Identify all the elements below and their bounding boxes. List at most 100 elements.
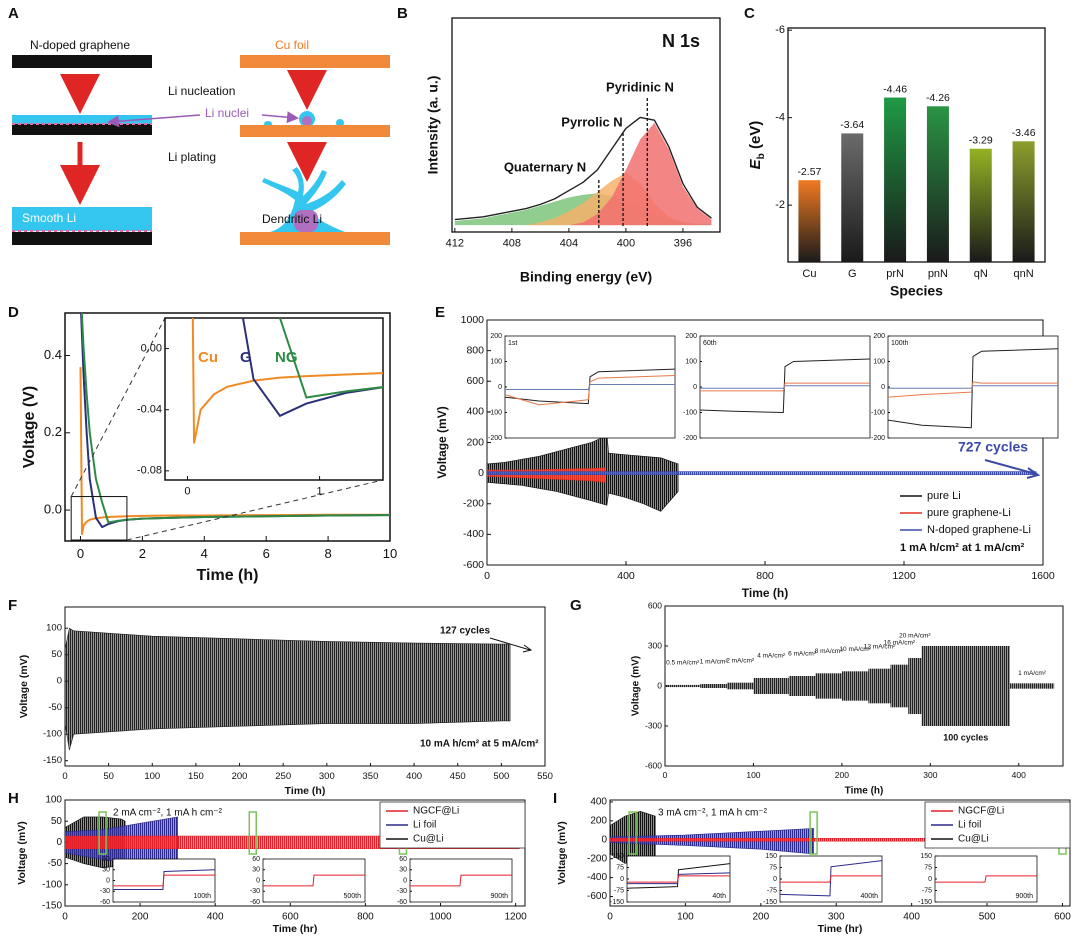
y-tick-label: 0 bbox=[881, 384, 885, 391]
y-tick-label: -100 bbox=[43, 729, 62, 740]
y-tick-label: 150 bbox=[765, 853, 777, 860]
y-tick-label: 0 bbox=[256, 877, 260, 884]
series-line bbox=[888, 385, 1058, 389]
x-tick-label: 200 bbox=[232, 771, 248, 782]
x-axis-label: Time (hr) bbox=[818, 923, 863, 935]
x-tick-label: 300 bbox=[319, 771, 335, 782]
y-tick-label: 60 bbox=[102, 856, 110, 863]
x-tick-label: 1600 bbox=[1031, 570, 1055, 582]
right-result: Dendritic Li bbox=[262, 212, 322, 226]
legend-label: Li foil bbox=[958, 820, 981, 831]
peak-label: Pyrrolic N bbox=[561, 114, 622, 129]
cu-foil bbox=[240, 232, 390, 245]
cycling-block bbox=[753, 678, 789, 694]
inset-label: 400th bbox=[860, 893, 878, 900]
inset-label: 900th bbox=[490, 893, 508, 900]
chart-title: 3 mA cm⁻², 1 mA h cm⁻² bbox=[658, 808, 768, 819]
legend-label: Li foil bbox=[413, 820, 436, 831]
inset-label: 500th bbox=[343, 893, 361, 900]
x-tick-label: 600 bbox=[282, 912, 299, 923]
step-label: Li plating bbox=[168, 150, 216, 164]
series-line bbox=[935, 875, 1037, 883]
y-tick-label: 30 bbox=[399, 867, 407, 874]
stage-label: 0.5 mA/cm² bbox=[666, 660, 700, 667]
left-result: Smooth Li bbox=[22, 211, 76, 225]
plot-area bbox=[665, 646, 1055, 726]
x-tick-label: 0 bbox=[77, 546, 84, 561]
series-line bbox=[454, 116, 712, 221]
y-axis-label: Voltage (V) bbox=[21, 386, 38, 468]
y-tick-label: 1000 bbox=[461, 314, 485, 326]
x-tick-label: 150 bbox=[188, 771, 204, 782]
cycling-block bbox=[908, 658, 922, 714]
value-label: -3.46 bbox=[1012, 127, 1036, 139]
x-axis-label: Species bbox=[890, 283, 943, 299]
plot-frame bbox=[787, 27, 1046, 263]
y-tick-label: 0 bbox=[106, 877, 110, 884]
panel-a: A N-doped graphene Smooth Li Li nucleati… bbox=[8, 5, 390, 245]
voltage-band bbox=[65, 627, 511, 751]
pointer bbox=[107, 114, 201, 128]
x-tick-label: prN bbox=[886, 268, 904, 280]
y-tick-label: 0.2 bbox=[44, 424, 62, 439]
y-tick-label: -60 bbox=[397, 899, 407, 906]
plot-frame bbox=[164, 317, 384, 481]
cycling-block bbox=[1009, 683, 1055, 689]
left-title: N-doped graphene bbox=[30, 38, 130, 52]
y-tick-label: 150 bbox=[612, 853, 624, 860]
cycling-block bbox=[921, 646, 1010, 726]
cycling-block bbox=[868, 668, 891, 704]
series-line bbox=[627, 875, 730, 883]
y-axis-label: Voltage (mV) bbox=[631, 656, 642, 716]
y-tick-label: -0.04 bbox=[137, 404, 162, 416]
annotation: 1 mA h/cm² at 1 mA/cm² bbox=[900, 542, 1025, 554]
x-tick-label: 300 bbox=[923, 770, 937, 780]
y-tick-label: -150 bbox=[43, 755, 62, 766]
annotation-arrow bbox=[489, 637, 533, 653]
inset-plot bbox=[410, 874, 512, 887]
y-tick-label: 50 bbox=[51, 816, 63, 827]
y-tick-label: 0.00 bbox=[141, 342, 162, 354]
y-tick-label: 0 bbox=[693, 384, 697, 391]
y-tick-label: 800 bbox=[466, 344, 484, 356]
cu-foil bbox=[240, 125, 390, 137]
series-line bbox=[505, 375, 675, 406]
y-tick-label: 100 bbox=[873, 358, 885, 365]
x-tick-label: 800 bbox=[756, 570, 774, 582]
y-tick-label: 0 bbox=[478, 467, 484, 479]
voltage-band bbox=[487, 471, 1037, 475]
value-label: -3.29 bbox=[969, 134, 993, 146]
bar bbox=[926, 106, 949, 262]
bar bbox=[841, 133, 864, 262]
y-tick-label: 200 bbox=[685, 333, 697, 340]
stage-label: 4 mA/cm² bbox=[757, 653, 786, 660]
series-line bbox=[700, 358, 870, 413]
series-line bbox=[263, 874, 365, 887]
x-axis-label: Time (hr) bbox=[273, 923, 318, 935]
annotation: 727 cycles bbox=[958, 439, 1028, 455]
y-tick-label: 0.0 bbox=[44, 502, 62, 517]
annotation-arrow bbox=[984, 459, 1041, 479]
y-tick-label: 150 bbox=[920, 853, 932, 860]
series-line bbox=[780, 875, 882, 883]
x-tick-label: 0 bbox=[484, 570, 490, 582]
x-tick-label: 1 bbox=[317, 486, 323, 498]
y-tick-label: 400 bbox=[466, 406, 484, 418]
inset-label: 40th bbox=[712, 893, 726, 900]
step-label: Li nucleation bbox=[168, 84, 235, 98]
peak-label: Quaternary N bbox=[504, 159, 586, 174]
panel: G -600 -300 0 300 600 0 100 200 300 400 Time (h) Vol… bbox=[570, 597, 1064, 797]
inset-plot bbox=[888, 348, 1058, 429]
bar bbox=[969, 148, 992, 262]
x-tick-label: 400 bbox=[406, 771, 422, 782]
y-tick-label: 100 bbox=[45, 795, 62, 806]
x-tick-label: 1200 bbox=[892, 570, 916, 582]
series-line bbox=[700, 385, 870, 389]
x-tick-label: 500 bbox=[493, 771, 509, 782]
y-tick-label: -150 bbox=[610, 899, 624, 906]
inset-plot bbox=[700, 358, 870, 413]
y-tick-label: 400 bbox=[590, 797, 607, 808]
series-line bbox=[79, 367, 390, 536]
inset-plot bbox=[113, 869, 215, 890]
cycling-block bbox=[700, 684, 727, 688]
